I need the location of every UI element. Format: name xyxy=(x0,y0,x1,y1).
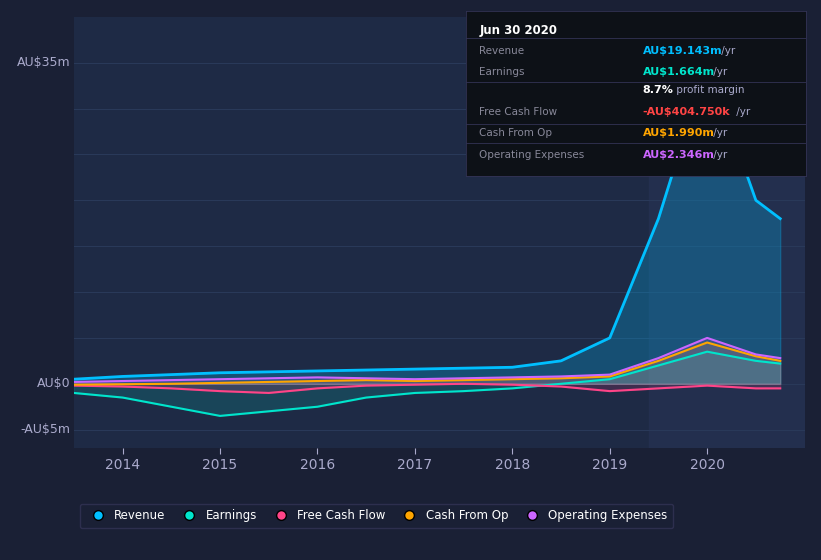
Text: Free Cash Flow: Free Cash Flow xyxy=(479,107,557,117)
Text: profit margin: profit margin xyxy=(672,86,744,96)
Text: /yr: /yr xyxy=(732,107,750,117)
Text: /yr: /yr xyxy=(710,128,727,138)
Text: Revenue: Revenue xyxy=(479,46,525,56)
Text: Operating Expenses: Operating Expenses xyxy=(479,150,585,160)
Text: AU$1.990m: AU$1.990m xyxy=(643,128,714,138)
Text: AU$0: AU$0 xyxy=(37,377,71,390)
Text: /yr: /yr xyxy=(710,150,727,160)
Legend: Revenue, Earnings, Free Cash Flow, Cash From Op, Operating Expenses: Revenue, Earnings, Free Cash Flow, Cash … xyxy=(80,503,673,528)
Text: AU$2.346m: AU$2.346m xyxy=(643,150,714,160)
Text: Jun 30 2020: Jun 30 2020 xyxy=(479,25,557,38)
Text: Earnings: Earnings xyxy=(479,67,525,77)
Text: -AU$404.750k: -AU$404.750k xyxy=(643,107,731,117)
Text: Cash From Op: Cash From Op xyxy=(479,128,553,138)
Text: 8.7%: 8.7% xyxy=(643,86,673,96)
Text: AU$1.664m: AU$1.664m xyxy=(643,67,715,77)
Text: AU$35m: AU$35m xyxy=(16,56,71,69)
Text: -AU$5m: -AU$5m xyxy=(21,423,71,436)
Text: /yr: /yr xyxy=(718,46,735,56)
Bar xyxy=(649,17,805,448)
Text: /yr: /yr xyxy=(710,67,727,77)
Text: AU$19.143m: AU$19.143m xyxy=(643,46,722,56)
